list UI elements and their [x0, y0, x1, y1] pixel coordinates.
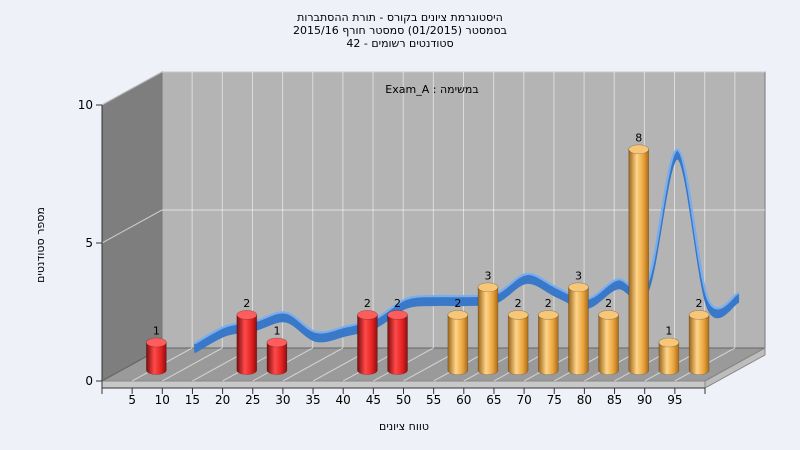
- chart-title-line-1: היסטוגרמת ציונים בקורס - תורת ההסתברות: [297, 11, 503, 24]
- bar-body: [568, 287, 589, 375]
- bar-layer: 1 2 1 2 2 2 3 2 2 3 2 8 1 2: [146, 131, 710, 375]
- chart-title-line-2: בסמסטר (01/2015) סמסטר חורף 2015/16: [293, 24, 507, 37]
- bar-cap: [507, 310, 529, 320]
- x-tick-label: 40: [336, 393, 351, 407]
- bar-value-label: 2: [243, 297, 250, 310]
- bar: 2: [507, 297, 529, 375]
- bar: 2: [688, 297, 710, 375]
- bar: 2: [447, 297, 469, 375]
- x-tick-label: 5: [128, 393, 136, 407]
- x-tick-label: 85: [607, 393, 622, 407]
- bar-value-label: 2: [515, 297, 522, 310]
- bar: 8: [628, 131, 650, 375]
- bar-cap: [688, 310, 710, 320]
- bar-cap: [387, 310, 408, 320]
- x-tick-label: 15: [185, 393, 200, 407]
- bar: 2: [537, 297, 559, 375]
- bar: 1: [658, 325, 680, 375]
- x-tick-label: 60: [456, 393, 471, 407]
- bar-value-label: 2: [454, 297, 461, 310]
- bar-cap: [628, 144, 650, 155]
- bar-value-label: 3: [485, 269, 492, 282]
- x-tick-label: 20: [215, 393, 230, 407]
- bar-body: [387, 314, 408, 375]
- bar-body: [357, 314, 378, 375]
- y-tick-label: 5: [85, 236, 93, 250]
- x-axis-label: טווח ציונים: [379, 420, 429, 433]
- bar: 2: [598, 297, 619, 375]
- x-tick-label: 50: [396, 393, 411, 407]
- bar-value-label: 1: [665, 325, 672, 338]
- bar-body: [658, 342, 680, 375]
- bar-cap: [568, 282, 589, 293]
- bar-value-label: 2: [545, 297, 552, 310]
- bar: 3: [568, 269, 589, 375]
- bar-body: [146, 342, 167, 375]
- bar-value-label: 2: [605, 297, 612, 310]
- bar-cap: [236, 310, 258, 320]
- bar-body: [236, 314, 258, 375]
- bar-cap: [447, 310, 469, 320]
- floor-right-edge: [704, 347, 766, 389]
- bar-body: [447, 314, 469, 375]
- bar-cap: [658, 337, 680, 348]
- bar-value-label: 8: [635, 131, 642, 144]
- x-tick-label: 95: [667, 393, 682, 407]
- floor-grid-line: [282, 347, 344, 382]
- chart-title-line-3: סטודנטים רשומים - 42: [346, 37, 453, 50]
- y-axis-label: מספר סטודנטים: [34, 207, 47, 283]
- x-tick-label: 35: [305, 393, 320, 407]
- bar-value-label: 1: [273, 325, 280, 338]
- bar-body: [266, 342, 288, 375]
- bar-cap: [266, 337, 288, 348]
- axis-layer: 0 5 10 5 10 15 20 25 30 35 40 45 50 55 60 65 70 75 80 85 90 9…: [78, 98, 706, 407]
- bar-body: [538, 314, 559, 375]
- x-tick-label: 90: [637, 393, 652, 407]
- bar-value-label: 2: [696, 297, 703, 310]
- x-tick-label: 55: [426, 393, 441, 407]
- grid-line-side: [101, 71, 163, 106]
- y-tick-label: 10: [78, 98, 93, 112]
- grid-line-side: [101, 209, 163, 244]
- bar-body: [688, 314, 710, 375]
- y-tick-label: 0: [85, 374, 93, 388]
- bar-cap: [146, 337, 167, 348]
- x-tick-label: 25: [245, 393, 260, 407]
- x-tick-label: 10: [155, 393, 170, 407]
- bar: 2: [236, 297, 258, 375]
- bar: 1: [266, 325, 288, 375]
- x-tick-label: 45: [366, 393, 381, 407]
- bar-body: [628, 149, 650, 375]
- bar-value-label: 1: [153, 325, 160, 338]
- bar-cap: [537, 310, 559, 320]
- x-tick-label: 70: [516, 393, 531, 407]
- chart-subtitle: במשימה : Exam_A: [385, 83, 478, 96]
- bar-body: [598, 314, 619, 375]
- bar-value-label: 2: [364, 297, 371, 310]
- floor-grid-line: [162, 347, 223, 382]
- bar: 3: [477, 269, 499, 375]
- bar-body: [507, 314, 529, 375]
- bar-cap: [477, 282, 499, 293]
- bar: 1: [146, 325, 167, 375]
- bar-cap: [598, 310, 619, 320]
- bar-value-label: 2: [394, 297, 401, 310]
- x-tick-label: 80: [577, 393, 592, 407]
- x-tick-label: 30: [275, 393, 290, 407]
- bar: 2: [357, 297, 378, 375]
- bar-value-label: 3: [575, 269, 582, 282]
- bar-body: [477, 287, 499, 375]
- bar-cap: [357, 310, 378, 320]
- x-tick-label: 75: [547, 393, 562, 407]
- x-tick-label: 65: [486, 393, 501, 407]
- bar: 2: [387, 297, 408, 375]
- floor-front-edge: [101, 380, 706, 389]
